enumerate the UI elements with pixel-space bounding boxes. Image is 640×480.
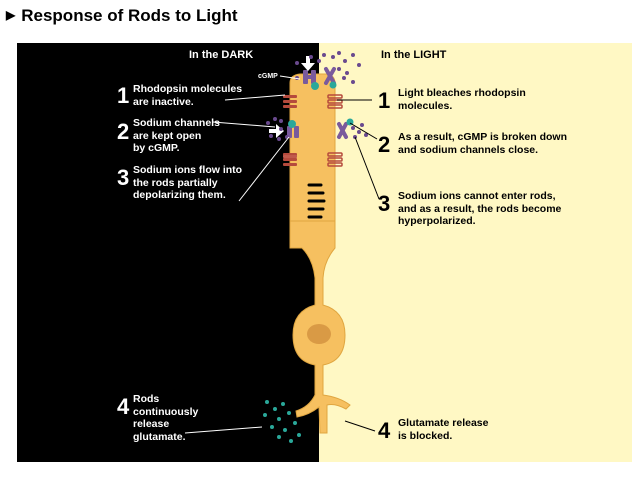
dark-step-4-text: Rods continuously release glutamate. [133,393,199,443]
rod-response-diagram: In the DARK In the LIGHT cGMP 1 Rhodopsi… [17,43,632,462]
light-step-1-number: 1 [378,88,391,113]
rhodopsin-bleached [324,67,348,139]
dark-step-1-number: 1 [117,83,130,108]
diagram-graphics [17,43,632,462]
nucleus [307,324,331,344]
dark-step-3-number: 3 [117,165,130,190]
sodium-channels-closed [327,94,343,167]
light-step-2-number: 2 [378,132,391,157]
light-step-4-number: 4 [378,418,391,443]
light-panel [319,43,632,462]
glutamate-vesicles [263,400,301,443]
sodium-channels-open [283,95,297,166]
light-step-3-text: Sodium ions cannot enter rods, and as a … [398,190,562,227]
light-step-2-text: As a result, cGMP is broken down and sod… [398,131,568,156]
triangle-right-icon: ▶ [6,8,16,22]
dark-step-2-number: 2 [117,119,130,144]
dark-panel [17,43,319,462]
dark-heading: In the DARK [189,49,254,61]
light-heading: In the LIGHT [381,49,447,61]
disc-slits [307,183,326,219]
rod-cell [289,73,351,434]
cgmp-molecules [288,81,354,128]
light-step-1-text: Light bleaches rhodopsin molecules. [398,87,526,112]
page-title: ▶ Response of Rods to Light [6,6,238,26]
dark-step-2-text: Sodium channels are kept open by cGMP. [133,117,220,154]
sodium-ions [266,51,368,141]
light-step-3-number: 3 [378,191,391,216]
dark-step-3-text: Sodium ions flow into the rods partially… [133,164,243,201]
dark-step-1-text: Rhodopsin molecules are inactive. [133,83,243,108]
title-text: Response of Rods to Light [21,6,238,25]
dark-step-4-number: 4 [117,394,130,419]
light-step-4-text: Glutamate release is blocked. [398,417,489,442]
white-arrow-icon [269,56,315,138]
leader-lines-dark [184,75,301,434]
cgmp-label: cGMP [258,73,278,80]
leader-lines-light [337,99,380,432]
rhodopsin-inactive [287,70,316,138]
